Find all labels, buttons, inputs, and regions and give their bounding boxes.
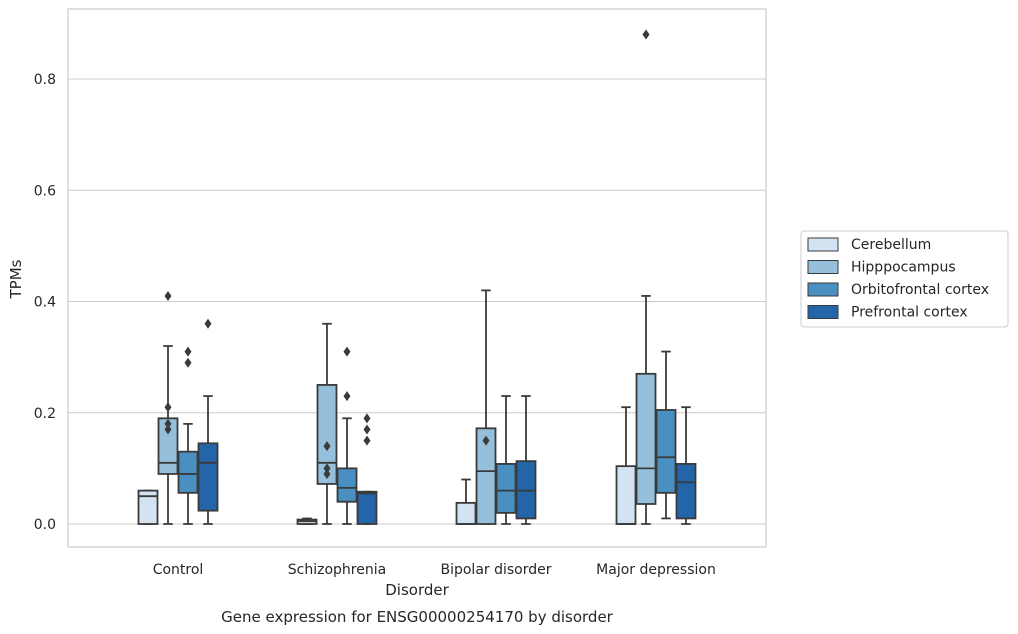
- outlier-point: [184, 346, 192, 357]
- box-0-3: [615, 406, 637, 525]
- box-2-2: [495, 395, 517, 525]
- y-tick-labels: 0.0 0.2 0.4 0.6 0.8: [34, 72, 56, 533]
- x-tick-label: Schizophrenia: [288, 562, 386, 578]
- outlier-point: [343, 346, 351, 357]
- box-3-3: [675, 406, 697, 525]
- box-1-1: [316, 322, 338, 525]
- legend-swatch: [807, 282, 839, 297]
- legend-item: Orbitofrontal cortex: [807, 282, 989, 298]
- outlier-point: [642, 29, 650, 40]
- legend-label: Prefrontal cortex: [851, 305, 968, 321]
- box-iqr: [675, 463, 697, 520]
- box-2-3: [655, 350, 677, 520]
- box-0-2: [455, 478, 477, 525]
- legend-swatch: [807, 260, 839, 274]
- box-iqr: [475, 427, 497, 525]
- box-iqr: [655, 409, 677, 494]
- x-tick-labels: Control Schizophrenia Bipolar disorder Majo…: [153, 562, 716, 578]
- legend-label: Hipppocampus: [851, 260, 956, 276]
- box-2-0: [177, 346, 199, 525]
- legend-label: Orbitofrontal cortex: [851, 282, 989, 298]
- outlier-point: [323, 441, 331, 452]
- box-iqr: [635, 372, 657, 505]
- x-tick-label: Control: [153, 562, 204, 578]
- outlier-point: [323, 463, 331, 474]
- outlier-point: [343, 391, 351, 402]
- box-iqr: [177, 450, 199, 494]
- box-3-2: [515, 395, 537, 525]
- legend-item: Hipppocampus: [807, 260, 956, 276]
- outlier-point: [184, 357, 192, 368]
- box-iqr: [455, 501, 477, 525]
- box-iqr: [316, 384, 338, 485]
- box-iqr: [495, 463, 517, 514]
- y-tick-label: 0.2: [34, 406, 56, 422]
- legend-item: Prefrontal cortex: [807, 305, 968, 321]
- box-1-0: [157, 290, 179, 525]
- box-3-0: [197, 318, 219, 525]
- legend-swatch: [807, 237, 839, 252]
- outlier-point: [323, 468, 331, 479]
- outlier-point: [482, 435, 490, 446]
- outlier-point: [164, 402, 172, 413]
- x-tick-label: Major depression: [596, 562, 716, 578]
- chart-caption: Gene expression for ENSG00000254170 by d…: [221, 608, 614, 626]
- outlier-point: [164, 424, 172, 435]
- box-0-0: [137, 489, 159, 525]
- legend-items: Cerebellum Hipppocampus Orbitofrontal cort…: [807, 237, 989, 321]
- y-tick-label: 0.4: [34, 295, 56, 311]
- box-1-2: [475, 289, 497, 525]
- outlier-point: [363, 435, 371, 446]
- legend-frame: [800, 230, 1009, 328]
- x-axis-title: Disorder: [385, 581, 449, 599]
- outlier-point: [363, 424, 371, 435]
- y-axis-title: TPMs: [7, 259, 25, 299]
- boxes-layer: [137, 29, 697, 525]
- box-3-1: [356, 413, 378, 525]
- box-iqr: [356, 490, 378, 525]
- y-tick-label: 0.0: [34, 517, 56, 533]
- plot-frame: [67, 8, 767, 548]
- box-iqr: [137, 489, 159, 525]
- box-2-1: [336, 346, 358, 525]
- outlier-point: [204, 318, 212, 329]
- x-tick-label: Bipolar disorder: [440, 562, 551, 578]
- box-iqr: [157, 417, 179, 475]
- legend-label: Cerebellum: [851, 237, 931, 253]
- box-iqr: [615, 465, 637, 525]
- box-iqr: [197, 442, 219, 512]
- box-0-1: [296, 517, 318, 525]
- y-tick-label: 0.8: [34, 72, 56, 88]
- box-1-3: [635, 29, 657, 525]
- legend-item: Cerebellum: [807, 237, 931, 253]
- legend-swatch: [807, 305, 839, 319]
- outlier-point: [164, 418, 172, 429]
- outlier-point: [164, 290, 172, 301]
- box-iqr: [336, 467, 358, 503]
- legend: Cerebellum Hipppocampus Orbitofrontal cort…: [800, 230, 1009, 328]
- y-tick-label: 0.6: [34, 183, 56, 199]
- outlier-point: [363, 413, 371, 424]
